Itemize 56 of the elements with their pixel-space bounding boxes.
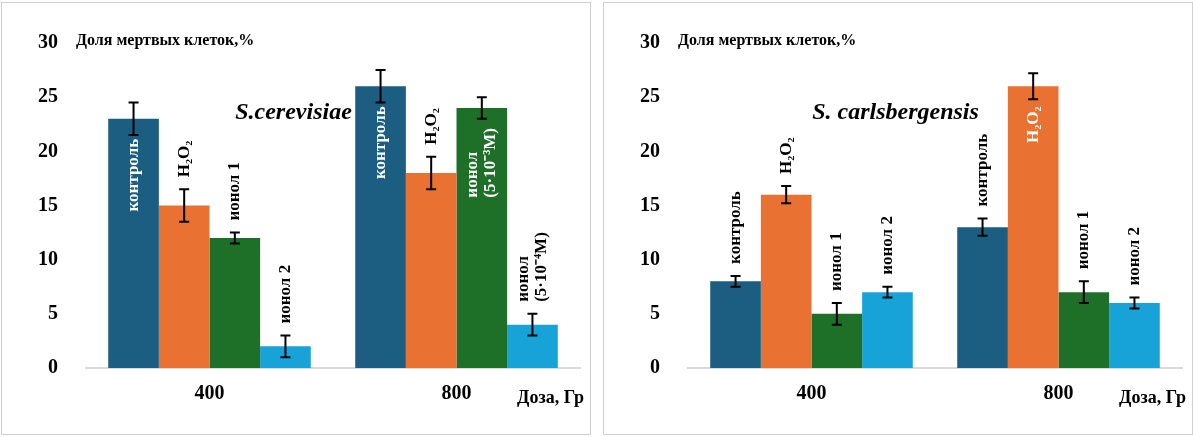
y-tick-label: 5 bbox=[650, 301, 660, 324]
annotation: H₂O₂ bbox=[775, 137, 795, 174]
bar bbox=[507, 324, 558, 368]
text: S.cerevisiae bbox=[235, 98, 353, 125]
annotation: ионол 2 bbox=[1123, 226, 1143, 286]
text: S. carlsbergensis bbox=[812, 98, 979, 125]
bar bbox=[405, 173, 457, 368]
annotation: ионол (5·10⁻⁴M) bbox=[512, 232, 550, 302]
annotation: контроль bbox=[971, 133, 991, 207]
y-axis-title: Доля мертвых клеток,% bbox=[678, 31, 857, 50]
bar bbox=[811, 313, 863, 368]
y-tick-label: 25 bbox=[38, 84, 58, 107]
annotation: контроль bbox=[369, 106, 389, 180]
y-tick-label: 20 bbox=[640, 138, 660, 161]
annotation: H₂O₂ bbox=[1022, 106, 1042, 143]
y-tick-label: 15 bbox=[640, 192, 660, 215]
bar bbox=[760, 194, 812, 368]
bar bbox=[1007, 86, 1059, 368]
x-tick-label: 800 bbox=[441, 381, 472, 404]
bar bbox=[862, 292, 913, 368]
bar bbox=[1058, 292, 1110, 368]
annotation: ионол 2 bbox=[876, 216, 896, 275]
y-tick-label: 25 bbox=[640, 84, 660, 107]
bar bbox=[209, 238, 261, 368]
x-axis-title: Доза, Гр bbox=[517, 386, 584, 407]
x-tick-label: 400 bbox=[194, 381, 225, 404]
y-tick-label: 30 bbox=[38, 30, 58, 53]
y-tick-label: 10 bbox=[640, 246, 660, 269]
bar bbox=[108, 118, 159, 368]
bar bbox=[260, 346, 311, 368]
bar bbox=[1109, 303, 1160, 368]
y-tick-label: 5 bbox=[48, 301, 58, 324]
bar bbox=[957, 227, 1008, 368]
y-tick-label: 15 bbox=[38, 192, 58, 215]
annotation: контроль bbox=[724, 191, 744, 264]
bar bbox=[710, 281, 761, 368]
y-tick-label: 10 bbox=[38, 246, 58, 269]
bar bbox=[456, 108, 508, 368]
annotation: ионол 1 bbox=[1073, 210, 1093, 270]
x-tick-label: 400 bbox=[796, 381, 827, 404]
annotation: H₂O₂ bbox=[420, 108, 440, 145]
annotation: ионол 2 bbox=[274, 264, 294, 324]
x-tick-label: 800 bbox=[1043, 381, 1074, 404]
annotation: контроль bbox=[122, 138, 142, 212]
annotation: ионол 1 bbox=[224, 161, 244, 221]
bar bbox=[158, 205, 210, 368]
annotation: ионол 1 bbox=[826, 232, 846, 291]
annotation: H₂O₂ bbox=[173, 140, 193, 178]
annotation: ионол (5·10⁻³M) bbox=[462, 127, 500, 198]
y-axis-title: Доля мертвых клеток,% bbox=[76, 31, 255, 50]
y-tick-label: 20 bbox=[38, 138, 58, 161]
x-axis-title: Доза, Гр bbox=[1119, 386, 1186, 407]
bar bbox=[355, 86, 406, 368]
y-tick-label: 0 bbox=[650, 355, 660, 378]
y-tick-label: 0 bbox=[48, 355, 58, 378]
y-tick-label: 30 bbox=[640, 30, 660, 53]
